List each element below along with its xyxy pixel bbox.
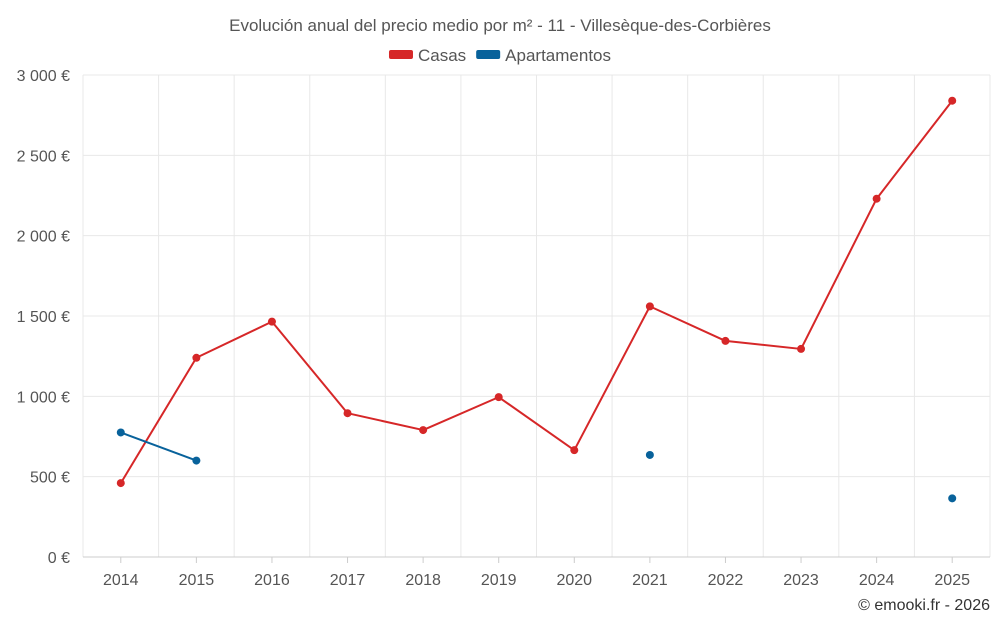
data-point[interactable] — [494, 393, 503, 402]
x-tick-label: 2015 — [179, 572, 215, 589]
legend-label: Casas — [418, 46, 466, 65]
chart-title: Evolución anual del precio medio por m² … — [229, 16, 771, 35]
x-tick-label: 2019 — [481, 572, 517, 589]
legend-swatch — [388, 50, 413, 59]
x-tick-label: 2014 — [103, 572, 139, 589]
legend-swatch — [476, 50, 501, 59]
x-tick-label: 2020 — [556, 572, 592, 589]
y-tick-label: 2 500 € — [17, 148, 70, 165]
data-point[interactable] — [570, 446, 579, 455]
y-tick-label: 0 € — [48, 550, 70, 567]
data-point[interactable] — [797, 344, 806, 353]
series-apartamentos — [116, 428, 957, 503]
x-tick-label: 2017 — [330, 572, 366, 589]
series-line — [119, 100, 954, 484]
data-point[interactable] — [948, 96, 957, 105]
y-tick-label: 3 000 € — [17, 68, 70, 85]
series-line — [120, 431, 197, 462]
y-tick-label: 2 000 € — [17, 229, 70, 246]
data-point[interactable] — [872, 194, 881, 203]
data-point[interactable] — [192, 456, 201, 465]
y-tick-label: 1 500 € — [17, 309, 70, 326]
legend-item-casas[interactable]: Casas — [388, 46, 466, 65]
data-point[interactable] — [116, 428, 125, 437]
copyright-text: © emooki.fr - 2026 — [858, 597, 990, 614]
data-point[interactable] — [116, 479, 125, 488]
legend-item-apartamentos[interactable]: Apartamentos — [476, 46, 611, 65]
data-point[interactable] — [419, 426, 428, 435]
data-point[interactable] — [645, 302, 654, 311]
data-point[interactable] — [948, 494, 957, 503]
x-tick-label: 2021 — [632, 572, 668, 589]
x-tick-label: 2025 — [934, 572, 970, 589]
axes: 0 € 500 € 1 000 € 1 500 € 2 000 € 2 500 € 3 00… — [17, 68, 990, 589]
x-tick-label: 2018 — [405, 572, 441, 589]
data-point[interactable] — [267, 317, 276, 326]
x-tick-label: 2016 — [254, 572, 290, 589]
y-tick-label: 500 € — [30, 470, 70, 487]
x-tick-label: 2023 — [783, 572, 819, 589]
x-tick-label: 2022 — [708, 572, 744, 589]
series-casas — [116, 96, 957, 488]
data-point[interactable] — [721, 336, 730, 345]
legend-label: Apartamentos — [505, 46, 611, 65]
grid — [82, 74, 991, 557]
series-layer — [116, 96, 957, 503]
y-tick-label: 1 000 € — [17, 389, 70, 406]
data-point[interactable] — [645, 450, 654, 459]
data-point[interactable] — [343, 409, 352, 418]
data-point[interactable] — [192, 353, 201, 362]
x-tick-label: 2024 — [859, 572, 895, 589]
legend: Casas Apartamentos — [388, 46, 611, 65]
